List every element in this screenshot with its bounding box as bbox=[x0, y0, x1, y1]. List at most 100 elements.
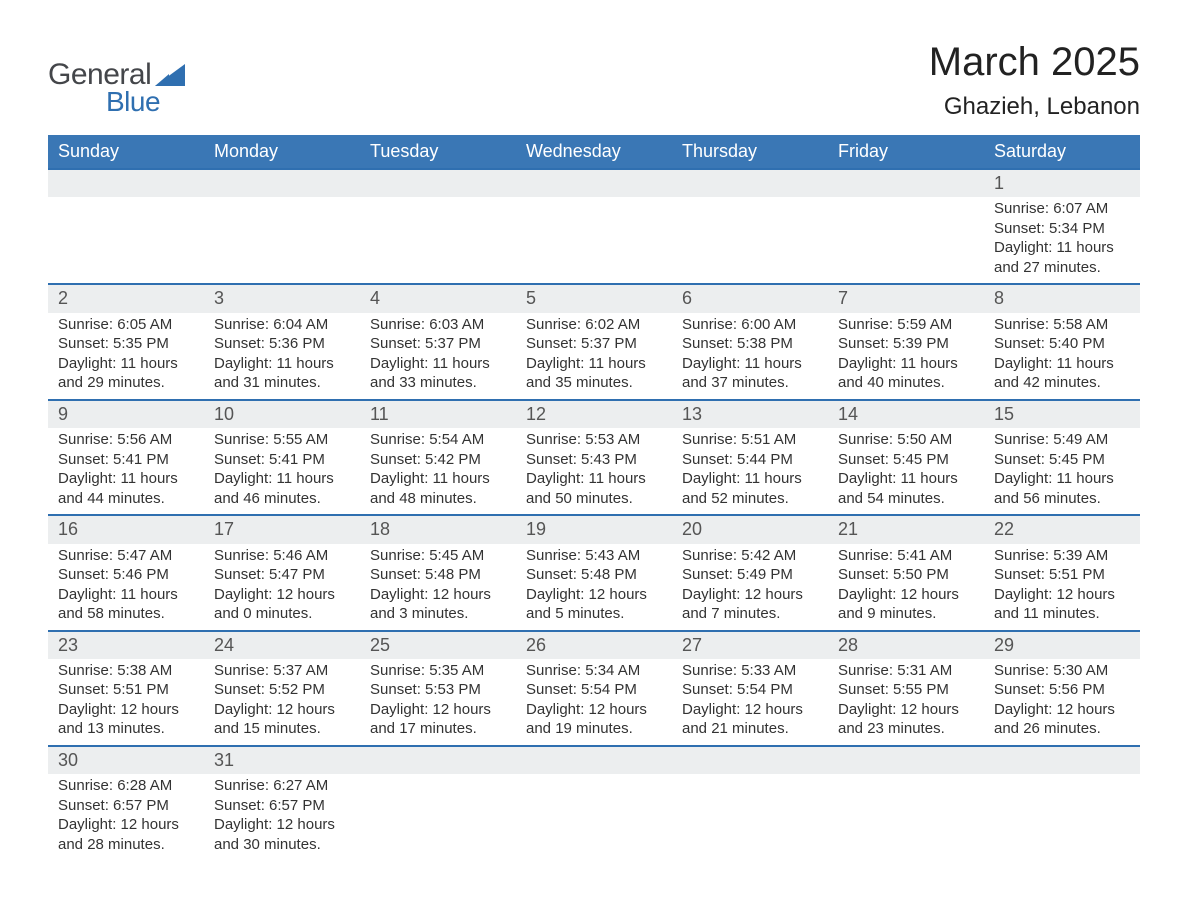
daylight-line: Daylight: 12 hours and 0 minutes. bbox=[214, 585, 350, 624]
daylight-line: Daylight: 12 hours and 5 minutes. bbox=[526, 585, 662, 624]
daylight-line: Daylight: 12 hours and 21 minutes. bbox=[682, 700, 818, 739]
day-detail-cell: Sunrise: 5:30 AMSunset: 5:56 PMDaylight:… bbox=[984, 659, 1140, 746]
sunset-line: Sunset: 5:41 PM bbox=[214, 450, 350, 470]
sunset-line: Sunset: 5:40 PM bbox=[994, 334, 1130, 354]
day-number-cell: 29 bbox=[984, 631, 1140, 659]
daylight-line: Daylight: 11 hours and 58 minutes. bbox=[58, 585, 194, 624]
sunrise-line: Sunrise: 6:00 AM bbox=[682, 315, 818, 335]
day-detail-cell: Sunrise: 5:59 AMSunset: 5:39 PMDaylight:… bbox=[828, 313, 984, 400]
daylight-line: Daylight: 12 hours and 23 minutes. bbox=[838, 700, 974, 739]
day-number-cell bbox=[204, 169, 360, 197]
day-detail-cell bbox=[672, 197, 828, 284]
day-detail-cell: Sunrise: 6:03 AMSunset: 5:37 PMDaylight:… bbox=[360, 313, 516, 400]
sunrise-line: Sunrise: 5:43 AM bbox=[526, 546, 662, 566]
day-details-row: Sunrise: 5:38 AMSunset: 5:51 PMDaylight:… bbox=[48, 659, 1140, 746]
day-number-row: 9101112131415 bbox=[48, 400, 1140, 428]
day-number-cell bbox=[360, 746, 516, 774]
sunset-line: Sunset: 5:48 PM bbox=[370, 565, 506, 585]
sunrise-line: Sunrise: 6:05 AM bbox=[58, 315, 194, 335]
weekday-header: Sunday bbox=[48, 135, 204, 169]
sunset-line: Sunset: 5:45 PM bbox=[994, 450, 1130, 470]
day-number-cell bbox=[828, 746, 984, 774]
day-detail-cell: Sunrise: 5:38 AMSunset: 5:51 PMDaylight:… bbox=[48, 659, 204, 746]
day-detail-cell bbox=[828, 774, 984, 860]
day-detail-cell: Sunrise: 6:02 AMSunset: 5:37 PMDaylight:… bbox=[516, 313, 672, 400]
daylight-line: Daylight: 11 hours and 42 minutes. bbox=[994, 354, 1130, 393]
daylight-line: Daylight: 12 hours and 30 minutes. bbox=[214, 815, 350, 854]
day-number-cell: 14 bbox=[828, 400, 984, 428]
sunrise-line: Sunrise: 5:37 AM bbox=[214, 661, 350, 681]
day-number-cell: 6 bbox=[672, 284, 828, 312]
daylight-line: Daylight: 12 hours and 28 minutes. bbox=[58, 815, 194, 854]
sunset-line: Sunset: 5:36 PM bbox=[214, 334, 350, 354]
day-number-cell: 1 bbox=[984, 169, 1140, 197]
day-number-row: 16171819202122 bbox=[48, 515, 1140, 543]
day-number-cell bbox=[672, 169, 828, 197]
day-number-row: 23242526272829 bbox=[48, 631, 1140, 659]
day-detail-cell: Sunrise: 5:56 AMSunset: 5:41 PMDaylight:… bbox=[48, 428, 204, 515]
sunset-line: Sunset: 5:43 PM bbox=[526, 450, 662, 470]
sunrise-line: Sunrise: 6:27 AM bbox=[214, 776, 350, 796]
location-subtitle: Ghazieh, Lebanon bbox=[929, 93, 1140, 121]
day-number-row: 1 bbox=[48, 169, 1140, 197]
sunset-line: Sunset: 5:46 PM bbox=[58, 565, 194, 585]
sunrise-line: Sunrise: 5:33 AM bbox=[682, 661, 818, 681]
day-detail-cell: Sunrise: 5:39 AMSunset: 5:51 PMDaylight:… bbox=[984, 544, 1140, 631]
sunrise-line: Sunrise: 5:30 AM bbox=[994, 661, 1130, 681]
sunrise-line: Sunrise: 5:47 AM bbox=[58, 546, 194, 566]
day-number-cell: 30 bbox=[48, 746, 204, 774]
sunrise-line: Sunrise: 5:39 AM bbox=[994, 546, 1130, 566]
day-detail-cell: Sunrise: 5:31 AMSunset: 5:55 PMDaylight:… bbox=[828, 659, 984, 746]
day-number-cell: 8 bbox=[984, 284, 1140, 312]
day-number-cell: 24 bbox=[204, 631, 360, 659]
day-detail-cell: Sunrise: 5:35 AMSunset: 5:53 PMDaylight:… bbox=[360, 659, 516, 746]
sunset-line: Sunset: 5:52 PM bbox=[214, 680, 350, 700]
daylight-line: Daylight: 11 hours and 37 minutes. bbox=[682, 354, 818, 393]
sunrise-line: Sunrise: 5:35 AM bbox=[370, 661, 506, 681]
day-number-cell bbox=[672, 746, 828, 774]
day-detail-cell bbox=[360, 774, 516, 860]
sunset-line: Sunset: 6:57 PM bbox=[58, 796, 194, 816]
day-number-cell: 21 bbox=[828, 515, 984, 543]
daylight-line: Daylight: 12 hours and 11 minutes. bbox=[994, 585, 1130, 624]
day-number-cell: 7 bbox=[828, 284, 984, 312]
day-number-cell: 20 bbox=[672, 515, 828, 543]
day-number-cell: 10 bbox=[204, 400, 360, 428]
sunset-line: Sunset: 5:42 PM bbox=[370, 450, 506, 470]
day-number-cell: 22 bbox=[984, 515, 1140, 543]
day-number-cell bbox=[828, 169, 984, 197]
day-number-cell: 16 bbox=[48, 515, 204, 543]
sunset-line: Sunset: 5:54 PM bbox=[526, 680, 662, 700]
sunset-line: Sunset: 5:49 PM bbox=[682, 565, 818, 585]
daylight-line: Daylight: 12 hours and 26 minutes. bbox=[994, 700, 1130, 739]
day-detail-cell: Sunrise: 6:05 AMSunset: 5:35 PMDaylight:… bbox=[48, 313, 204, 400]
sunrise-line: Sunrise: 6:02 AM bbox=[526, 315, 662, 335]
day-details-row: Sunrise: 6:07 AMSunset: 5:34 PMDaylight:… bbox=[48, 197, 1140, 284]
day-number-cell: 12 bbox=[516, 400, 672, 428]
sunrise-line: Sunrise: 5:59 AM bbox=[838, 315, 974, 335]
day-number-cell: 25 bbox=[360, 631, 516, 659]
day-detail-cell bbox=[672, 774, 828, 860]
logo: General Blue bbox=[48, 58, 185, 118]
day-detail-cell bbox=[360, 197, 516, 284]
sunrise-line: Sunrise: 5:41 AM bbox=[838, 546, 974, 566]
day-number-cell: 3 bbox=[204, 284, 360, 312]
sunset-line: Sunset: 5:38 PM bbox=[682, 334, 818, 354]
calendar-table: SundayMondayTuesdayWednesdayThursdayFrid… bbox=[48, 135, 1140, 860]
daylight-line: Daylight: 11 hours and 46 minutes. bbox=[214, 469, 350, 508]
day-number-row: 2345678 bbox=[48, 284, 1140, 312]
weekday-header: Thursday bbox=[672, 135, 828, 169]
sunrise-line: Sunrise: 5:34 AM bbox=[526, 661, 662, 681]
day-detail-cell: Sunrise: 6:28 AMSunset: 6:57 PMDaylight:… bbox=[48, 774, 204, 860]
weekday-header: Tuesday bbox=[360, 135, 516, 169]
daylight-line: Daylight: 11 hours and 35 minutes. bbox=[526, 354, 662, 393]
day-detail-cell: Sunrise: 5:45 AMSunset: 5:48 PMDaylight:… bbox=[360, 544, 516, 631]
sunset-line: Sunset: 5:45 PM bbox=[838, 450, 974, 470]
day-number-cell: 19 bbox=[516, 515, 672, 543]
day-number-cell: 18 bbox=[360, 515, 516, 543]
sunset-line: Sunset: 5:47 PM bbox=[214, 565, 350, 585]
day-number-cell bbox=[48, 169, 204, 197]
day-detail-cell: Sunrise: 5:53 AMSunset: 5:43 PMDaylight:… bbox=[516, 428, 672, 515]
day-details-row: Sunrise: 5:47 AMSunset: 5:46 PMDaylight:… bbox=[48, 544, 1140, 631]
weekday-header: Monday bbox=[204, 135, 360, 169]
